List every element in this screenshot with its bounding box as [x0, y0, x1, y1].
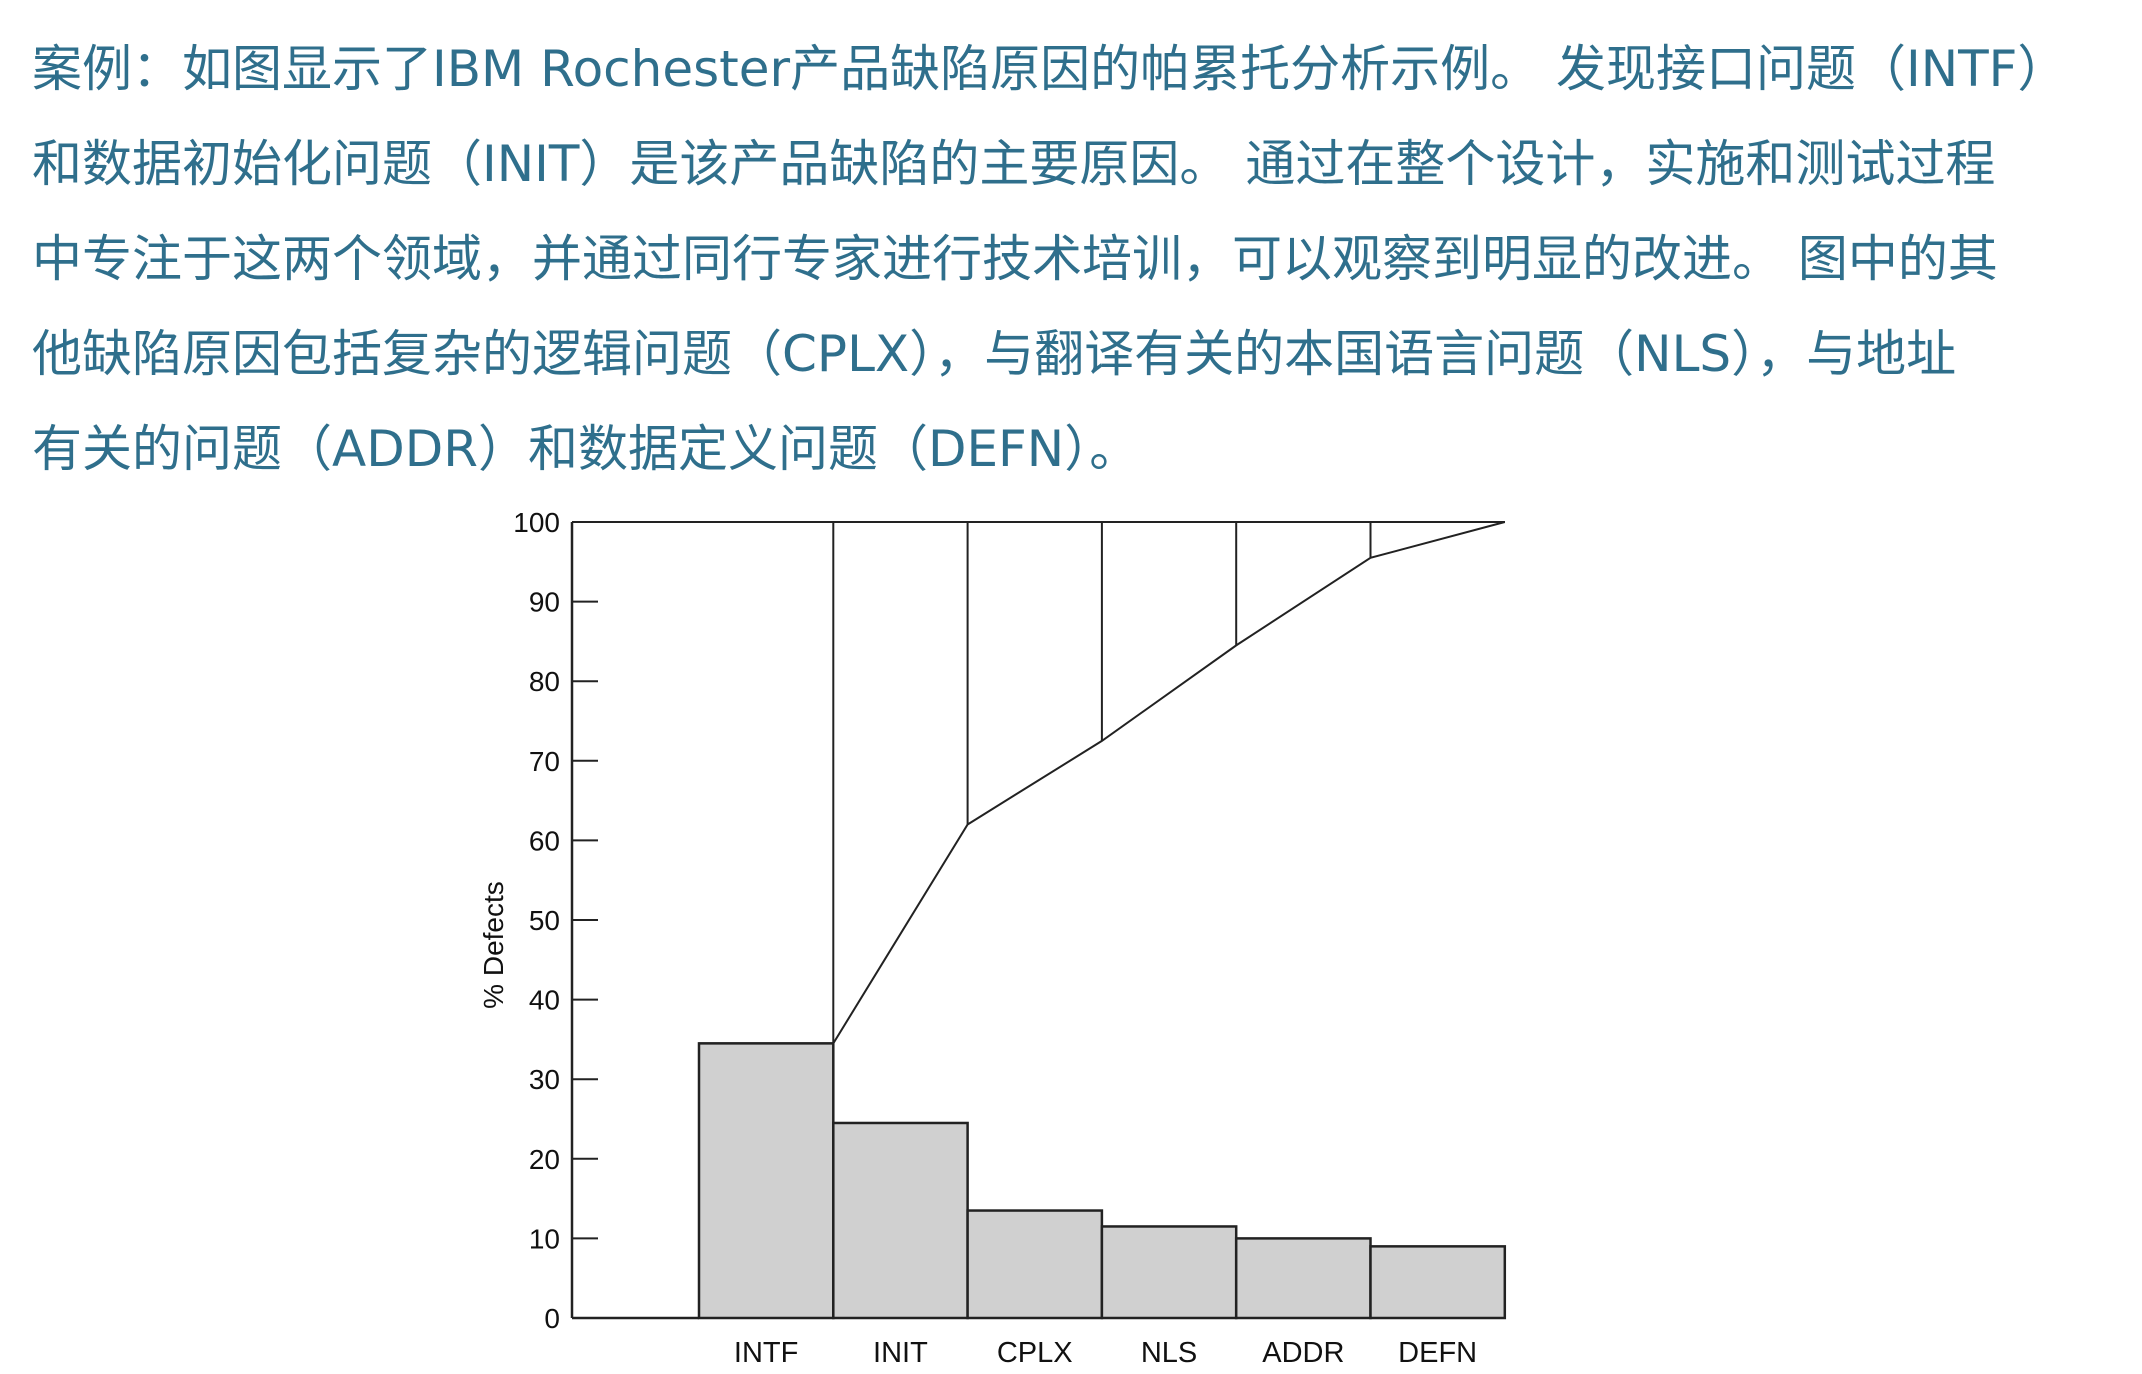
y-tick-label-20: 20: [529, 1144, 560, 1175]
bar-cplx: [968, 1211, 1102, 1318]
bar-addr: [1236, 1238, 1370, 1318]
y-tick-label-80: 80: [529, 666, 560, 697]
x-category-label-nls: NLS: [1141, 1337, 1197, 1369]
bar-defn: [1371, 1246, 1505, 1318]
cumulative-group: [699, 522, 1505, 1043]
y-tick-label-30: 30: [529, 1064, 560, 1095]
y-axis-label: % Defects: [478, 881, 509, 1009]
paragraph-line-5: 有关的问题（ADDR）和数据定义问题（DEFN）。: [32, 402, 2122, 497]
cumulative-line: [699, 522, 1505, 1043]
labels-group: 0 10 20 30 40 50 60 70 80 90 100 INTF INIT CPLX NLS ADD…: [513, 507, 1477, 1369]
y-tick-label-60: 60: [529, 825, 560, 856]
axes-group: [572, 522, 1505, 1318]
y-tick-label-0: 0: [544, 1303, 560, 1334]
paragraph-line-3: 中专注于这两个领域，并通过同行专家进行技术培训，可以观察到明显的改进。 图中的其: [32, 212, 2122, 307]
bars-group: [699, 1043, 1505, 1318]
paragraph-line-2: 和数据初始化问题（INIT）是该产品缺陷的主要原因。 通过在整个设计，实施和测试…: [32, 117, 2122, 212]
x-category-label-init: INIT: [873, 1337, 928, 1369]
y-tick-label-90: 90: [529, 587, 560, 618]
y-tick-label-70: 70: [529, 746, 560, 777]
paragraph-line-4: 他缺陷原因包括复杂的逻辑问题（CPLX），与翻译有关的本国语言问题（NLS），与…: [32, 307, 2122, 402]
x-category-label-cplx: CPLX: [997, 1337, 1073, 1369]
y-tick-label-50: 50: [529, 905, 560, 936]
paragraph-line-1: 案例：如图显示了IBM Rochester产品缺陷原因的帕累托分析示例。 发现接…: [32, 22, 2122, 117]
y-tick-label-10: 10: [529, 1223, 560, 1254]
bar-intf: [699, 1043, 833, 1318]
y-tick-label-40: 40: [529, 985, 560, 1016]
y-tick-label-100: 100: [513, 507, 560, 538]
x-category-label-addr: ADDR: [1262, 1337, 1344, 1369]
x-category-label-defn: DEFN: [1398, 1337, 1477, 1369]
x-category-label-intf: INTF: [734, 1337, 798, 1369]
bar-init: [833, 1123, 967, 1318]
bar-nls: [1102, 1226, 1236, 1318]
description-paragraph: 案例：如图显示了IBM Rochester产品缺陷原因的帕累托分析示例。 发现接…: [32, 22, 2122, 497]
